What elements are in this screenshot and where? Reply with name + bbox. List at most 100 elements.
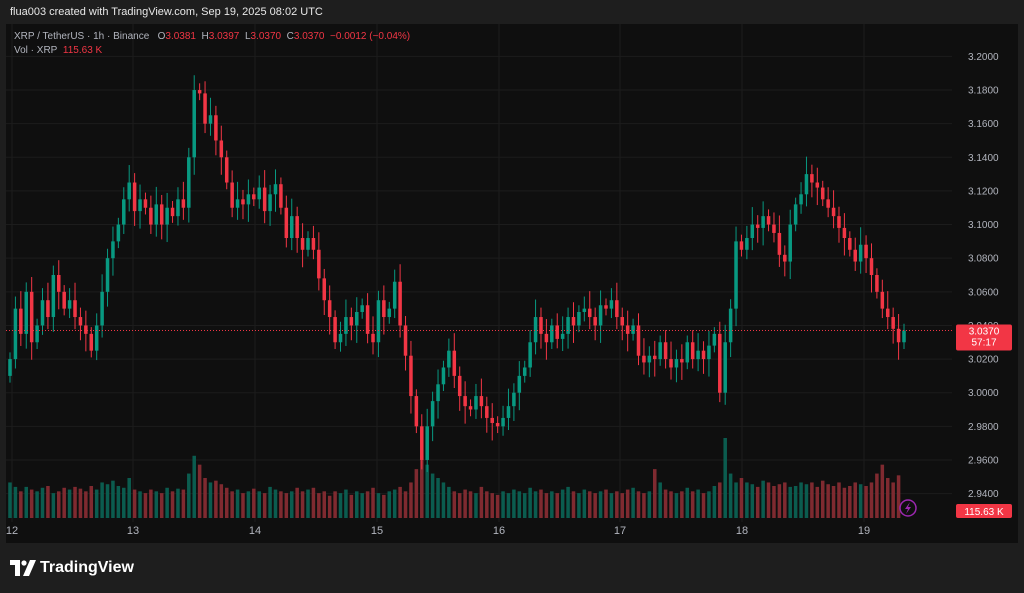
volume-bar (674, 493, 679, 518)
volume-bar (224, 487, 229, 518)
candle-body (78, 317, 83, 326)
candle-body (8, 359, 12, 376)
candle-body (902, 330, 906, 343)
candle-body (680, 359, 684, 363)
volume-bar (46, 486, 50, 518)
volume-bar (387, 491, 392, 518)
candle-body (420, 426, 424, 460)
credit-text: flua003 created with TradingView.com, Se… (10, 6, 323, 18)
candle-body (625, 325, 630, 334)
candle-body (371, 333, 375, 343)
volume-bar (517, 491, 522, 518)
price-tick-label: 2.9400 (968, 489, 999, 500)
candle-body (84, 325, 88, 334)
volume-bar (799, 482, 803, 518)
volume-bar (566, 486, 570, 518)
candle-body (387, 308, 392, 318)
candle-body (669, 359, 673, 368)
candle-body (262, 187, 267, 212)
price-tick-label: 3.1200 (968, 186, 999, 197)
volume-bar (642, 493, 646, 518)
candle-body (750, 224, 755, 239)
time-tick-label: 16 (493, 525, 505, 537)
candle-body (571, 317, 576, 326)
candle-body (414, 396, 419, 427)
candle-body (853, 249, 857, 262)
last-volume-label: 115.63 K (964, 507, 1004, 518)
candle-body (241, 199, 245, 205)
symbol-label[interactable]: XRP / TetherUS · 1h · Binance (14, 31, 150, 42)
candle-body (365, 305, 370, 334)
volume-bar (252, 488, 256, 518)
volume-bar (24, 486, 29, 518)
candle-body (327, 300, 332, 318)
candle-body (501, 417, 505, 427)
candle-body (831, 207, 836, 217)
chart-panel[interactable]: 3.2000 3.1800 3.1600 3.1400 3.1200 3.1000 3.08… (6, 24, 1018, 543)
candle-body (457, 375, 462, 397)
candle-body (815, 182, 820, 188)
candle-body (57, 275, 61, 292)
volume-bar (430, 473, 435, 518)
lightning-icon[interactable] (899, 499, 917, 517)
candle-body (154, 204, 159, 225)
volume-bar (203, 478, 207, 518)
volume-bar (235, 489, 240, 518)
volume-bar (783, 482, 787, 518)
last-price-tag: 3.0370 57:17 (956, 324, 1012, 351)
volume-bar (631, 487, 635, 518)
price-tick-label: 3.0600 (968, 287, 999, 298)
volume-bar (111, 480, 115, 518)
volume-bar (376, 493, 381, 518)
volume-bar (604, 489, 608, 518)
price-tick-label: 3.0800 (968, 254, 999, 265)
candle-body (403, 325, 408, 356)
volume-bar (777, 484, 782, 518)
volume-bar (105, 484, 110, 518)
volume-bar (181, 489, 186, 518)
candle-body (598, 305, 603, 326)
candle-body (647, 355, 652, 363)
candle-body (235, 199, 240, 208)
candle-body (430, 401, 435, 427)
candle-body (132, 182, 137, 212)
candle-body (539, 317, 543, 334)
candle-body (869, 258, 874, 275)
volume-bar (723, 438, 727, 518)
top-bar: flua003 created with TradingView.com, Se… (0, 0, 1024, 24)
last-price-label: 3.0370 (969, 326, 1000, 337)
volume-bar (159, 493, 164, 518)
volume-bar (300, 491, 305, 518)
volume-bar (306, 489, 310, 518)
candle-body (463, 396, 467, 407)
candle-body (728, 308, 733, 343)
candle-body (804, 174, 809, 195)
countdown-label: 57:17 (971, 337, 996, 348)
volume-bar (761, 480, 765, 518)
candle-body (593, 317, 597, 326)
candle-body (344, 317, 348, 334)
candle-body (712, 333, 717, 346)
volume-bar (414, 469, 419, 518)
candle-body (875, 275, 879, 292)
volume-bar (501, 491, 505, 518)
volume-bar (615, 491, 619, 518)
candle-body (122, 199, 126, 225)
volume-bar (8, 482, 12, 518)
volume-bar (620, 493, 625, 518)
candle-body (842, 227, 847, 239)
time-tick-label: 15 (371, 525, 383, 537)
candlestick-chart[interactable]: 3.2000 3.1800 3.1600 3.1400 3.1200 3.1000 3.08… (6, 24, 1018, 543)
volume-bar (51, 493, 56, 518)
candle-body (615, 300, 619, 318)
volume-bar (398, 486, 402, 518)
volume-bar (804, 484, 809, 518)
candle-body (658, 342, 662, 360)
candle-body (653, 355, 657, 360)
bottom-bar (0, 543, 1024, 593)
candle-body (111, 241, 115, 259)
volume-bar (165, 487, 169, 518)
volume-bar (73, 486, 77, 518)
candle-body (701, 350, 706, 360)
candle-body (479, 396, 484, 407)
